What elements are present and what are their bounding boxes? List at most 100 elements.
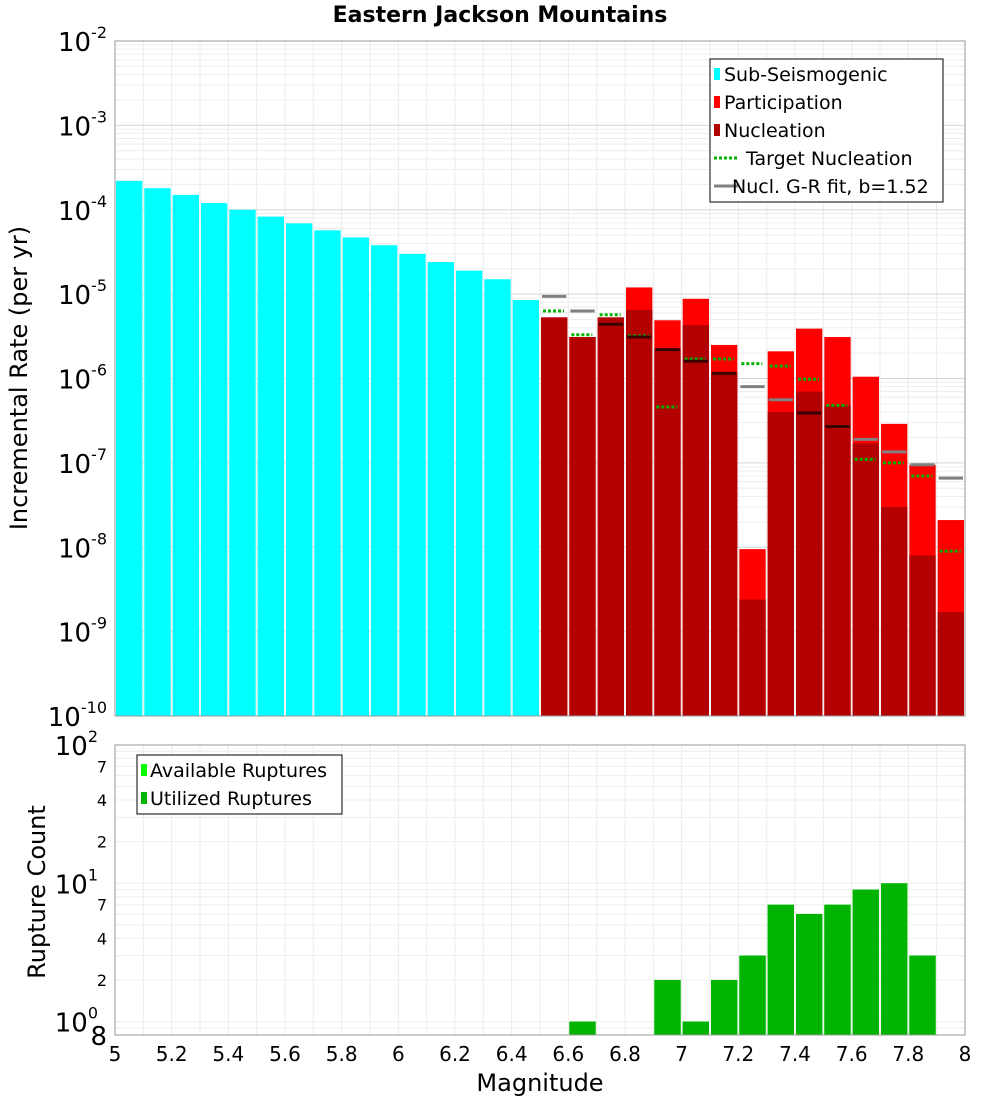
legend-box: [709, 58, 944, 203]
y-tick-label: 102: [55, 727, 98, 762]
bar-utilized-ruptures: [711, 979, 738, 1035]
bar-utilized-ruptures: [739, 955, 766, 1035]
x-tick-label: 5.6: [269, 1042, 301, 1066]
y-tick-label: 10-4: [58, 192, 107, 227]
x-axis-label: Magnitude: [476, 1069, 603, 1097]
legend-label: Nucleation: [724, 120, 826, 142]
bar-sub-seismogenic: [172, 194, 199, 716]
x-tick-label: 7.6: [836, 1042, 868, 1066]
bar-sub-seismogenic: [201, 203, 228, 716]
x-tick-label: 8: [959, 1042, 972, 1066]
bar-nucleation: [597, 317, 624, 716]
x-tick-labels: 5 5.2 5.4 5.6 5.8 6 6.2 6.4 6.6 6.8 7 7.2 7.4 7.6 7.8 8: [109, 1042, 972, 1066]
bar-utilized-ruptures: [682, 1021, 709, 1035]
x-tick-label: 6.8: [609, 1042, 641, 1066]
x-tick-label: 7.8: [892, 1042, 924, 1066]
legend-swatch: [141, 792, 147, 804]
bar-nucleation: [739, 599, 766, 716]
bar-nucleation: [881, 506, 908, 716]
bar-sub-seismogenic: [512, 300, 539, 716]
y-tick-label: 100: [55, 1004, 98, 1039]
legend-swatch: [141, 764, 147, 776]
legend-box: [136, 754, 343, 815]
x-tick-label: 6.4: [496, 1042, 528, 1066]
bar-sub-seismogenic: [229, 209, 256, 716]
bar-nucleation: [767, 412, 794, 716]
y-tick-label: 10-5: [58, 276, 107, 311]
y-tick-label: 7: [97, 757, 107, 776]
bar-sub-seismogenic: [116, 180, 143, 716]
bottom-y-axis-label: Rupture Count: [23, 805, 51, 979]
x-tick-label: 7.4: [779, 1042, 811, 1066]
bar-utilized-ruptures: [796, 913, 823, 1035]
top-y-axis-label: Incremental Rate (per yr): [5, 226, 33, 530]
bar-utilized-ruptures: [569, 1021, 596, 1035]
top-legend: Sub-Seismogenic Participation Nucleation Ta…: [709, 58, 944, 203]
legend-label: Target Nucleation: [745, 148, 913, 170]
top-y-tick-labels: 10-10 10-9 10-8 10-7 10-6 10-5 10-4 10-3 10-2: [48, 23, 107, 733]
bottom-y-tick-labels: 100 101 102 8 2 4 7 2 4 7: [55, 727, 107, 1052]
y-tick-label: 7: [97, 896, 107, 915]
y-tick-label: 10-6: [58, 361, 107, 396]
x-tick-label: 6: [392, 1042, 405, 1066]
y-tick-label: 10-10: [48, 698, 107, 733]
bar-utilized-ruptures: [852, 889, 879, 1035]
y-tick-label: 4: [97, 791, 107, 810]
y-tick-label: 2: [97, 833, 107, 852]
bar-sub-seismogenic: [371, 245, 398, 717]
y-tick-label: 101: [55, 865, 98, 900]
bar-sub-seismogenic: [342, 237, 369, 716]
bar-utilized-ruptures: [881, 883, 908, 1035]
bar-sub-seismogenic: [144, 188, 171, 717]
bar-nucleation: [654, 347, 681, 716]
bar-utilized-ruptures: [767, 904, 794, 1035]
bar-nucleation: [569, 337, 596, 716]
legend-swatch: [714, 124, 720, 136]
x-tick-label: 5: [109, 1042, 122, 1066]
bar-sub-seismogenic: [399, 253, 426, 716]
x-tick-label: 7: [675, 1042, 688, 1066]
legend-swatch: [714, 96, 720, 108]
y-tick-label: 8: [90, 1022, 107, 1052]
bar-nucleation: [796, 391, 823, 716]
x-tick-label: 5.8: [326, 1042, 358, 1066]
bar-nucleation: [626, 309, 653, 716]
legend-label: Participation: [724, 92, 843, 114]
chart-title: Eastern Jackson Mountains: [333, 3, 668, 28]
x-tick-label: 5.2: [156, 1042, 188, 1066]
legend-label: Nucl. G-R fit, b=1.52: [732, 176, 929, 198]
y-tick-label: 10-7: [58, 445, 107, 480]
bar-utilized-ruptures: [824, 904, 851, 1035]
bottom-plot-bars: [569, 883, 936, 1035]
bar-nucleation: [682, 325, 709, 716]
bar-nucleation: [937, 612, 964, 716]
y-tick-label: 10-9: [58, 614, 107, 649]
y-tick-label: 10-8: [58, 529, 107, 564]
bar-nucleation: [711, 371, 738, 716]
bar-nucleation: [541, 317, 568, 716]
bar-utilized-ruptures: [909, 955, 936, 1035]
y-tick-label: 4: [97, 929, 107, 948]
bar-sub-seismogenic: [314, 230, 341, 716]
bar-sub-seismogenic: [484, 279, 511, 716]
bar-sub-seismogenic: [286, 223, 313, 716]
legend-swatch: [714, 68, 720, 80]
bar-sub-seismogenic: [456, 270, 483, 716]
x-tick-label: 6.2: [439, 1042, 471, 1066]
bar-nucleation: [852, 443, 879, 716]
bar-utilized-ruptures: [654, 979, 681, 1035]
legend-label: Sub-Seismogenic: [724, 64, 888, 86]
y-tick-label: 10-3: [58, 107, 107, 142]
bar-nucleation: [909, 555, 936, 716]
top-plot-frame: [114, 40, 966, 717]
bottom-legend: Available Ruptures Utilized Ruptures: [136, 754, 343, 815]
legend-label: Utilized Ruptures: [150, 788, 312, 810]
legend-label: Available Ruptures: [150, 760, 327, 782]
y-tick-label: 2: [97, 971, 107, 990]
bar-nucleation: [824, 405, 851, 716]
x-tick-label: 6.6: [552, 1042, 584, 1066]
bar-sub-seismogenic: [427, 262, 454, 716]
bottom-plot-frame: [114, 744, 966, 1036]
x-tick-label: 5.4: [212, 1042, 244, 1066]
